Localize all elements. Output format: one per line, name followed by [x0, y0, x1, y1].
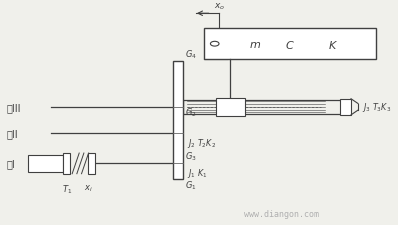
Bar	[28, 155, 63, 172]
Text: $G_2$: $G_2$	[185, 106, 197, 118]
Text: 轴I: 轴I	[6, 159, 15, 169]
Text: $x_i$: $x_i$	[84, 183, 93, 193]
Text: $J_3\ T_3K_3$: $J_3\ T_3K_3$	[362, 101, 391, 114]
Text: $G_3$: $G_3$	[185, 150, 197, 162]
Text: $K$: $K$	[328, 38, 338, 50]
Text: 轴II: 轴II	[6, 128, 18, 138]
Bar	[215, 98, 245, 116]
Text: $G_1$: $G_1$	[185, 179, 197, 191]
Bar	[340, 99, 351, 115]
Text: $T_1$: $T_1$	[62, 183, 72, 195]
Bar	[204, 29, 376, 60]
Text: $G_4$: $G_4$	[185, 48, 197, 61]
Text: $m$: $m$	[248, 40, 261, 50]
Text: $x_o$: $x_o$	[214, 2, 225, 12]
Text: www.diangon.com: www.diangon.com	[244, 209, 320, 218]
Bar	[88, 153, 95, 174]
Bar	[173, 62, 183, 179]
Text: $J_1\ K_1$: $J_1\ K_1$	[187, 166, 208, 179]
Text: $C$: $C$	[285, 38, 295, 50]
Bar	[63, 153, 70, 174]
Text: 轴III: 轴III	[6, 102, 21, 112]
Text: $J_2\ T_2K_2$: $J_2\ T_2K_2$	[187, 137, 217, 150]
